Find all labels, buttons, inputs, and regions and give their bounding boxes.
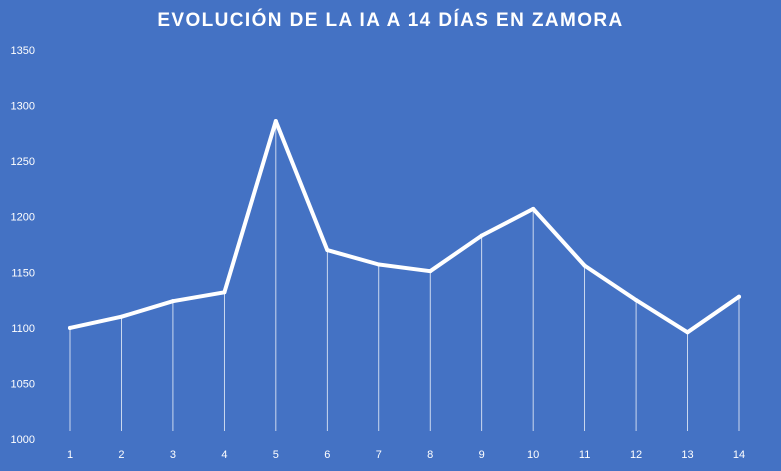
y-tick-label: 1300 [11,101,35,113]
data-point [634,298,639,303]
y-tick-label: 1150 [11,267,35,279]
x-tick-label: 5 [273,449,279,461]
series-line [68,119,741,335]
data-point [273,119,278,124]
data-point [170,299,175,304]
x-tick-label: 4 [221,449,227,461]
y-axis: 1000 1050 1100 1150 1200 1250 1300 1350 [11,45,35,446]
data-point [376,262,381,267]
data-point [737,294,741,299]
x-tick-label: 1 [67,449,73,461]
y-tick-label: 1000 [11,434,35,446]
x-tick-label: 8 [427,449,433,461]
data-point [68,325,72,330]
chart-title: EVOLUCIÓN DE LA IA A 14 DÍAS EN ZAMORA [157,10,624,31]
y-tick-label: 1100 [11,323,35,335]
x-tick-label: 7 [376,449,382,461]
x-tick-label: 9 [479,449,485,461]
data-point [325,248,330,253]
y-tick-label: 1250 [11,156,35,168]
data-point [479,233,484,238]
x-tick-label: 2 [118,449,124,461]
data-point [119,314,124,319]
y-tick-label: 1350 [11,45,35,57]
x-tick-label: 14 [733,449,745,461]
x-tick-label: 6 [324,449,330,461]
drop-lines [69,121,740,431]
x-tick-label: 10 [527,449,539,461]
data-point [582,263,587,268]
series [68,119,741,335]
y-tick-label: 1050 [11,378,35,390]
data-point [428,269,433,274]
x-tick-label: 12 [630,449,642,461]
data-point [222,290,227,295]
data-point [531,206,536,211]
x-tick-label: 3 [170,449,176,461]
x-axis: 1 2 3 4 5 6 7 8 9 10 11 12 13 14 [67,449,745,461]
x-tick-label: 11 [579,449,590,461]
x-tick-label: 13 [681,449,693,461]
data-point [685,330,690,335]
y-tick-label: 1200 [11,212,35,224]
